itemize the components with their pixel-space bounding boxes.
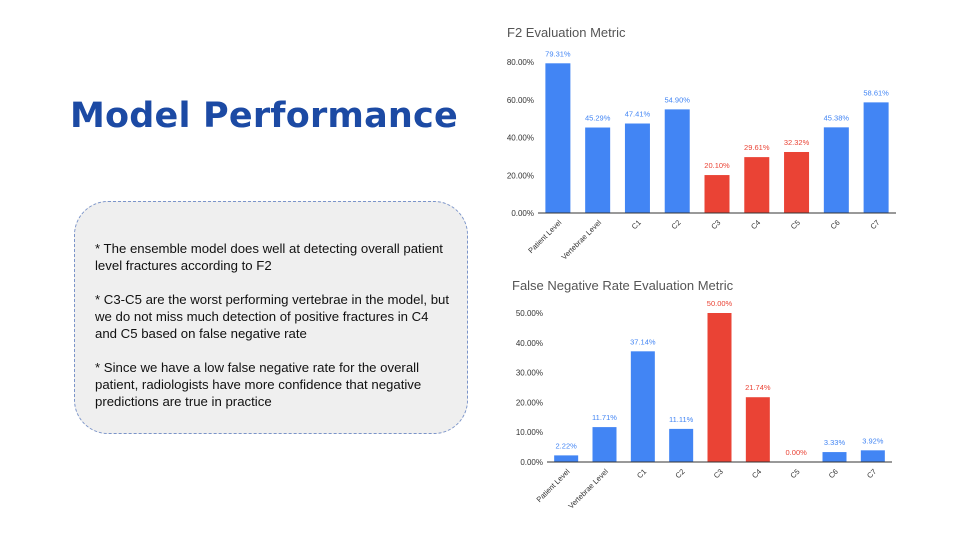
note-1: * The ensemble model does well at detect… (95, 241, 443, 273)
data-label: 79.31% (545, 49, 571, 58)
bar (704, 175, 730, 213)
y-tick-label: 60.00% (507, 96, 534, 105)
bar (745, 397, 770, 462)
data-label: 58.61% (863, 88, 889, 97)
bar (545, 63, 571, 214)
slide-title: Model Performance (70, 96, 458, 136)
bar (669, 428, 694, 462)
data-label: 50.00% (707, 299, 733, 308)
y-tick-label: 20.00% (516, 398, 543, 407)
bar (624, 123, 650, 213)
chart-title: False Negative Rate Evaluation Metric (512, 278, 734, 293)
note-2: * C3-C5 are the worst performing vertebr… (95, 292, 450, 341)
notes-box: * The ensemble model does well at detect… (74, 201, 468, 434)
bar (822, 452, 847, 462)
x-tick-label: C1 (635, 467, 648, 480)
y-tick-label: 10.00% (516, 428, 543, 437)
bar (592, 427, 617, 462)
x-tick-label: C4 (750, 467, 763, 480)
y-tick-label: 20.00% (507, 171, 534, 180)
y-tick-label: 40.00% (516, 339, 543, 348)
x-tick-label: C2 (673, 467, 686, 480)
bar (823, 127, 849, 213)
x-tick-label: C6 (827, 467, 840, 480)
data-label: 45.29% (585, 114, 611, 123)
bar (784, 151, 810, 213)
y-tick-label: 0.00% (520, 458, 543, 467)
bar (664, 109, 690, 213)
bar (630, 351, 655, 462)
data-label: 47.41% (625, 110, 651, 119)
data-label: 45.38% (824, 113, 850, 122)
note-3: * Since we have a low false negative rat… (95, 360, 422, 409)
y-tick-label: 30.00% (516, 369, 543, 378)
data-label: 21.74% (745, 383, 771, 392)
bar (585, 127, 611, 213)
data-label: 32.32% (784, 138, 810, 147)
data-label: 29.61% (744, 143, 770, 152)
bar (707, 313, 732, 462)
bar (554, 455, 579, 462)
x-tick-label: C5 (788, 467, 801, 480)
data-label: 0.00% (786, 448, 808, 457)
x-tick-label: C3 (712, 467, 725, 480)
data-label: 11.11% (669, 415, 694, 424)
data-label: 3.92% (862, 436, 884, 445)
y-tick-label: 40.00% (507, 134, 534, 143)
data-label: 20.10% (704, 161, 730, 170)
data-label: 37.14% (630, 337, 656, 346)
bar (744, 157, 770, 213)
x-tick-label: Vertebrae Level (566, 467, 610, 511)
x-tick-label: Patient Level (535, 467, 572, 504)
data-label: 2.22% (556, 441, 578, 450)
x-tick-label: C7 (865, 467, 878, 480)
data-label: 54.90% (665, 95, 691, 104)
bar (863, 102, 889, 213)
data-label: 11.71% (592, 413, 617, 422)
y-tick-label: 50.00% (516, 309, 543, 318)
y-tick-label: 0.00% (511, 209, 534, 218)
data-label: 3.33% (824, 438, 846, 447)
chart-title: F2 Evaluation Metric (507, 25, 626, 40)
f2-chart: F2 Evaluation Metric 0.00% 20.00% 40.00% 60.… (507, 25, 896, 262)
y-tick-label: 80.00% (507, 58, 534, 67)
bar (860, 450, 885, 462)
